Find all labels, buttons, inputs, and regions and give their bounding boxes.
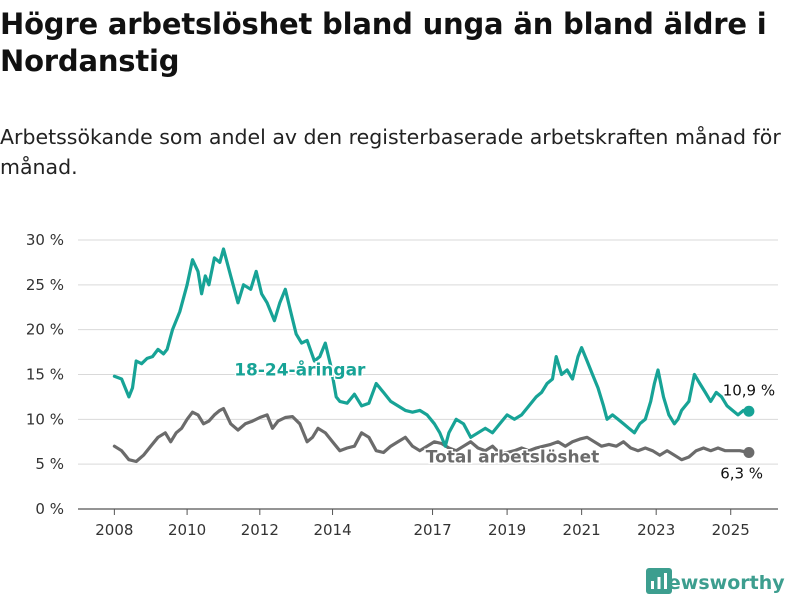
x-tick-label: 2021	[563, 521, 601, 539]
end-label-total: 6,3 %	[720, 465, 763, 483]
series-line-total	[112, 407, 751, 464]
grid-lines	[78, 239, 778, 510]
series-labels: 18-24-åringar Total arbetslöshet 10,9 % 6,3…	[233, 357, 775, 483]
x-tick-label: 2012	[241, 521, 279, 539]
x-tick-label: 2025	[712, 521, 750, 539]
x-tick-label: 2008	[95, 521, 133, 539]
y-tick-label: 25 %	[26, 276, 64, 294]
end-point-total	[743, 447, 755, 459]
y-tick-label: 5 %	[35, 455, 64, 473]
end-point-youth	[743, 405, 755, 417]
y-tick-label: 0 %	[35, 500, 64, 518]
x-tick-label: 2019	[488, 521, 526, 539]
brand-name: Newsworthy	[652, 572, 785, 594]
x-tick-label: 2010	[168, 521, 206, 539]
y-tick-label: 10 %	[26, 410, 64, 428]
series-label-youth: 18-24-åringar	[234, 358, 366, 380]
newsworthy-logo: Newsworthy	[646, 568, 785, 598]
chart-subtitle: Arbetssökande som andel av den registerb…	[0, 125, 781, 179]
newsworthy-icon	[646, 568, 672, 594]
y-tick-label: 20 %	[26, 321, 64, 339]
series-label-total: Total arbetslöshet	[426, 447, 600, 467]
series-line-youth	[112, 247, 751, 448]
y-axis: 0 % 5 % 10 % 15 % 20 % 25 % 30 %	[26, 231, 64, 518]
x-axis: 2008 2010 2012 2014 2017 2019 2021 2023 2025	[95, 509, 750, 539]
series-lines	[112, 247, 755, 464]
y-tick-label: 15 %	[26, 366, 64, 384]
x-tick-label: 2017	[413, 521, 451, 539]
y-tick-label: 30 %	[26, 231, 64, 249]
chart-title: Högre arbetslöshet bland unga än bland ä…	[0, 7, 767, 78]
x-tick-label: 2023	[637, 521, 675, 539]
end-label-youth: 10,9 %	[723, 381, 775, 399]
x-tick-label: 2014	[313, 521, 351, 539]
